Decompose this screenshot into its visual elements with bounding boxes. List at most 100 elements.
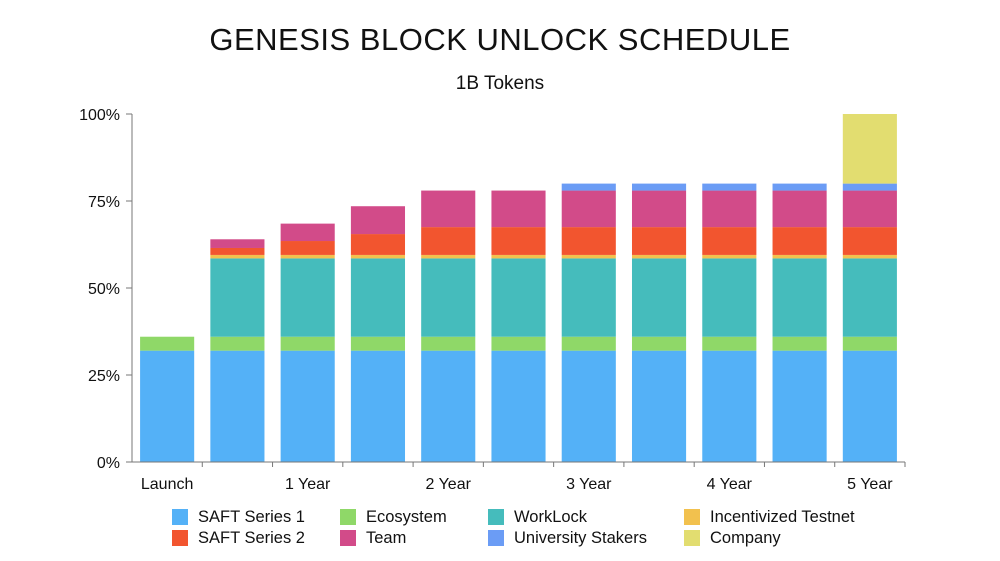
legend-item: University Stakers [488,528,647,548]
bar-segment-ecosystem [491,336,546,351]
legend-label: Incentivized Testnet [710,507,855,526]
bar-segment-university-stakers [772,183,827,191]
bar-segment-worklock [772,258,827,337]
legend-swatch [684,530,700,546]
legend-label: Ecosystem [366,507,447,526]
x-tick-label: 5 Year [847,476,893,493]
x-tick-label: Launch [141,476,194,493]
bar-segment-ecosystem [280,336,335,351]
bar-segment-ecosystem [631,336,687,351]
x-tick-label: 2 Year [426,476,472,493]
bar-segment-ecosystem [702,336,757,351]
legend-item: Incentivized Testnet [684,507,855,527]
bar-segment-worklock [631,258,687,337]
x-tick-label: 3 Year [566,476,612,493]
bar-segment-worklock [280,258,335,337]
bar-segment-university-stakers [561,183,616,191]
x-tick-label: 1 Year [285,476,331,493]
bar-segment-incentivized-testnet [491,254,546,259]
bar-segment-saft-series-2 [631,227,687,255]
bar-segment-incentivized-testnet [702,254,757,259]
legend-item: SAFT Series 2 [172,528,305,548]
bar-segment-incentivized-testnet [350,254,406,259]
legend-swatch [340,509,356,525]
legend-swatch [172,509,188,525]
y-tick-label: 75% [88,194,120,211]
bar-segment-team [702,190,757,228]
bar-segment-saft-series-1 [842,350,897,462]
legend-swatch [488,530,504,546]
y-tick-label: 0% [97,455,120,472]
bar-segment-saft-series-2 [702,227,757,255]
bar-segment-saft-series-2 [772,227,827,255]
bar-segment-worklock [210,258,265,337]
bar-segment-team [491,190,546,228]
bar-segment-incentivized-testnet [421,254,476,259]
chart-title: GENESIS BLOCK UNLOCK SCHEDULE [209,22,791,57]
bar-segment-university-stakers [631,183,687,191]
y-axis: 0% 25% 50% 75% 100% [79,107,133,472]
bar-segment-worklock [421,258,476,337]
legend-label: SAFT Series 2 [198,528,305,547]
y-tick-label: 25% [88,368,120,385]
bar-segment-worklock [491,258,546,337]
bar-segment-incentivized-testnet [561,254,616,259]
bar-segment-worklock [561,258,616,337]
bar-segment-saft-series-1 [280,350,335,462]
legend-item: WorkLock [488,507,587,527]
bar-segment-team [631,190,687,228]
bar-segment-saft-series-2 [421,227,476,255]
x-tick-label: 4 Year [707,476,753,493]
legend-item: SAFT Series 1 [172,507,305,527]
bar-segment-ecosystem [140,336,195,351]
legend-item: Team [340,528,406,548]
legend-label: Company [710,528,781,547]
bar-segment-saft-series-1 [631,350,687,462]
legend-label: University Stakers [514,528,647,547]
bar-segment-university-stakers [702,183,757,191]
bar-segment-ecosystem [421,336,476,351]
bar-segment-saft-series-1 [140,350,195,462]
bar-segment-saft-series-2 [491,227,546,255]
bar-segment-saft-series-1 [210,350,265,462]
bar-segment-team [561,190,616,228]
legend-item: Ecosystem [340,507,447,527]
bar-segment-team [772,190,827,228]
bar-segment-team [350,206,406,235]
chart-subtitle: 1B Tokens [455,73,545,94]
x-axis: Launch 1 Year 2 Year 3 Year 4 Year 5 Year [132,461,906,493]
bar-segment-ecosystem [561,336,616,351]
legend-item: Company [684,528,781,548]
bar-segment-saft-series-1 [350,350,406,462]
legend-label: WorkLock [514,507,588,526]
bar-segment-saft-series-1 [421,350,476,462]
bar-segment-ecosystem [210,336,265,351]
bar-segment-incentivized-testnet [631,254,687,259]
bar-segment-incentivized-testnet [280,254,335,259]
bar-segment-ecosystem [842,336,897,351]
bar-segment-saft-series-2 [210,247,265,255]
bar-segment-incentivized-testnet [772,254,827,259]
bar-segment-saft-series-2 [561,227,616,255]
legend-swatch [684,509,700,525]
legend-label: Team [366,528,407,547]
legend-label: SAFT Series 1 [198,507,305,526]
bar-segment-company [842,114,897,184]
bar-segment-ecosystem [350,336,406,351]
bar-segment-team [210,239,265,248]
bar-segment-team [421,190,476,228]
bar-segment-saft-series-2 [280,241,335,255]
bar-segment-worklock [702,258,757,337]
bar-segment-saft-series-1 [491,350,546,462]
bar-segment-saft-series-1 [772,350,827,462]
bar-segment-team [280,223,335,242]
bar-segment-saft-series-2 [842,227,897,255]
bar-segment-ecosystem [772,336,827,351]
bar-segment-incentivized-testnet [210,254,265,259]
bar-segment-saft-series-1 [702,350,757,462]
legend-swatch [172,530,188,546]
legend-swatch [340,530,356,546]
y-tick-label: 50% [88,281,120,298]
bar-segment-worklock [842,258,897,337]
